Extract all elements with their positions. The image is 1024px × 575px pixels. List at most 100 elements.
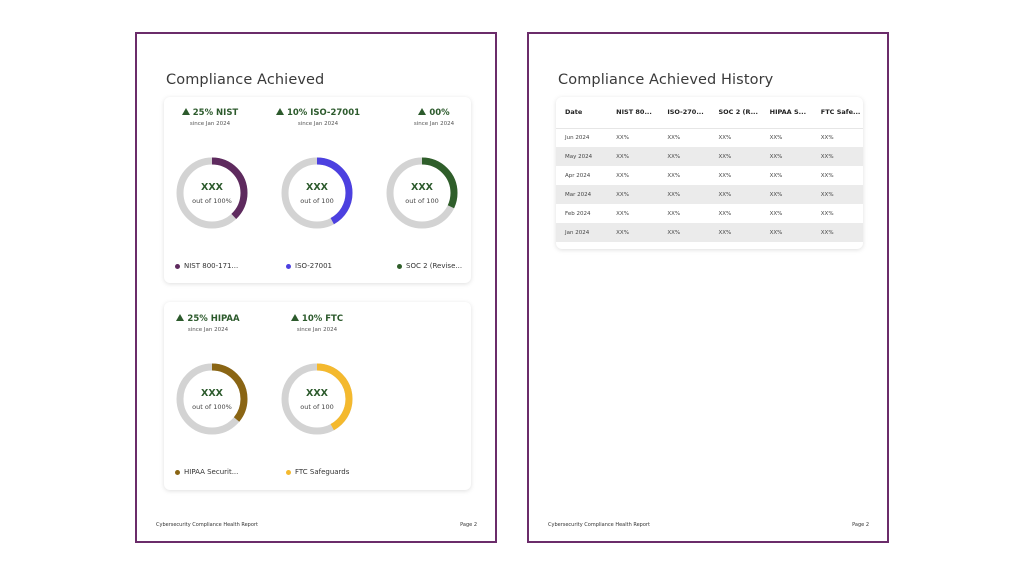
metric-hipaa: 25% HIPAA since Jan 2024 xyxy=(158,314,258,333)
legend-label: ISO-27001 xyxy=(295,262,333,270)
donut-progress-arc xyxy=(281,363,353,435)
legend-dot xyxy=(175,263,180,269)
table-cell: XX% xyxy=(718,210,732,217)
donut-ring xyxy=(281,363,353,435)
donut-progress-arc xyxy=(176,157,248,229)
table-cell: Feb 2024 xyxy=(565,210,591,217)
legend-iso: ISO-27001 xyxy=(286,262,332,270)
up-triangle-icon xyxy=(176,314,185,321)
table-cell: XX% xyxy=(667,172,681,179)
compliance-card-bottom: 25% HIPAA since Jan 2024 10% FTC since J… xyxy=(164,302,471,490)
table-header: NIST 80... xyxy=(607,97,659,129)
table-cell: XX% xyxy=(820,172,834,179)
table-cell: XX% xyxy=(616,210,629,217)
legend-dot xyxy=(286,263,291,269)
table-cell: XX% xyxy=(769,210,783,217)
table-cell: XX% xyxy=(667,134,681,141)
table-header: ISO-270... xyxy=(658,97,710,129)
legend-dot xyxy=(175,469,180,475)
legend-dot xyxy=(397,263,402,269)
table-cell: XX% xyxy=(709,147,761,166)
table-cell: XX% xyxy=(820,210,834,217)
donut-soc: XXX out of 100 xyxy=(384,155,460,231)
footer-page-number: Page 2 xyxy=(460,522,477,528)
table-row: Mar 2024 XX% XX% XX% XX% XX% xyxy=(556,185,863,204)
donut-nist: XXX out of 100% xyxy=(174,155,250,231)
donut-sub: out of 100% xyxy=(192,196,232,205)
table-cell: XX% xyxy=(811,185,863,204)
report-page-left: Compliance Achieved 25% NIST since Jan 2… xyxy=(135,32,497,543)
table-cell: XX% xyxy=(811,147,863,166)
donut-sub: out of 100 xyxy=(405,196,439,205)
page-title: Compliance Achieved History xyxy=(558,72,774,88)
table-cell: XX% xyxy=(760,223,812,242)
table-cell: XX% xyxy=(709,185,761,204)
legend-dot xyxy=(286,469,291,475)
donut-value: XXX xyxy=(306,387,328,399)
metric-nist: 25% NIST since Jan 2024 xyxy=(160,108,260,127)
legend-label: FTC Safeguards xyxy=(295,468,350,476)
table-cell: XX% xyxy=(709,223,761,242)
history-table: Date NIST 80... ISO-270... SOC 2 (R... H… xyxy=(556,97,863,242)
table-cell: Jun 2024 xyxy=(565,134,590,141)
table-header: FTC Safe... xyxy=(811,97,863,129)
legend-hipaa: HIPAA Securit... xyxy=(175,468,238,476)
table-cell: XX% xyxy=(760,185,812,204)
donut-sub: out of 100% xyxy=(192,402,232,411)
table-cell: XX% xyxy=(607,147,659,166)
table-row: Apr 2024 XX% XX% XX% XX% XX% xyxy=(556,166,863,185)
metric-since: since Jan 2024 xyxy=(297,121,339,127)
table-row: Jun 2024 XX% XX% XX% XX% XX% xyxy=(556,128,863,147)
table-cell: XX% xyxy=(718,172,732,179)
legend-label: HIPAA Securit... xyxy=(184,468,239,476)
footer-report-name: Cybersecurity Compliance Health Report xyxy=(156,522,258,528)
table-cell: XX% xyxy=(616,134,629,141)
table-cell: XX% xyxy=(718,134,732,141)
table-header: SOC 2 (R... xyxy=(709,97,761,129)
metric-head: 25% NIST xyxy=(192,108,239,118)
legend-label: SOC 2 (Revise... xyxy=(406,262,463,270)
donut-sub: out of 100 xyxy=(300,196,334,205)
up-triangle-icon xyxy=(181,108,190,115)
table-row: May 2024 XX% XX% XX% XX% XX% xyxy=(556,147,863,166)
up-triangle-icon xyxy=(290,314,299,321)
donut-ring xyxy=(281,157,353,229)
table-header: Date xyxy=(556,97,608,129)
donut-ring xyxy=(176,157,248,229)
table-row: Feb 2024 XX% XX% XX% XX% XX% xyxy=(556,204,863,223)
table-header: HIPAA S... xyxy=(760,97,812,129)
table-cell: XX% xyxy=(667,210,681,217)
table-cell: XX% xyxy=(658,147,710,166)
metric-iso: 10% ISO-27001 since Jan 2024 xyxy=(268,108,368,127)
footer-page-number: Page 2 xyxy=(852,522,869,528)
table-cell: XX% xyxy=(658,185,710,204)
table-cell: May 2024 xyxy=(556,147,608,166)
metric-since: since Jan 2024 xyxy=(413,121,455,127)
donut-ring xyxy=(176,363,248,435)
up-triangle-icon xyxy=(418,108,427,115)
donut-ftc: XXX out of 100 xyxy=(279,361,355,437)
metric-ftc: 10% FTC since Jan 2024 xyxy=(267,314,367,333)
metric-head: 10% FTC xyxy=(301,314,344,324)
metric-head: 10% ISO-27001 xyxy=(286,108,361,118)
table-cell: XX% xyxy=(658,223,710,242)
metric-head: 00% xyxy=(429,108,450,118)
table-cell: Apr 2024 xyxy=(565,172,591,179)
metric-since: since Jan 2024 xyxy=(189,121,231,127)
table-cell: XX% xyxy=(820,134,834,141)
donut-iso: XXX out of 100 xyxy=(279,155,355,231)
donut-value: XXX xyxy=(306,181,328,193)
table-cell: XX% xyxy=(811,223,863,242)
table-cell: XX% xyxy=(769,134,783,141)
donut-progress-arc xyxy=(281,157,353,229)
table-cell: Mar 2024 xyxy=(556,185,608,204)
metric-since: since Jan 2024 xyxy=(296,327,338,333)
donut-progress-arc xyxy=(386,157,458,229)
report-page-right: Compliance Achieved History Date NIST 80… xyxy=(527,32,889,543)
donut-value: XXX xyxy=(411,181,433,193)
compliance-card-top: 25% NIST since Jan 2024 10% ISO-27001 si… xyxy=(164,97,471,283)
page-title: Compliance Achieved xyxy=(166,72,325,88)
metric-since: since Jan 2024 xyxy=(187,327,229,333)
table-cell: XX% xyxy=(769,172,783,179)
legend-label: NIST 800-171... xyxy=(184,262,239,270)
